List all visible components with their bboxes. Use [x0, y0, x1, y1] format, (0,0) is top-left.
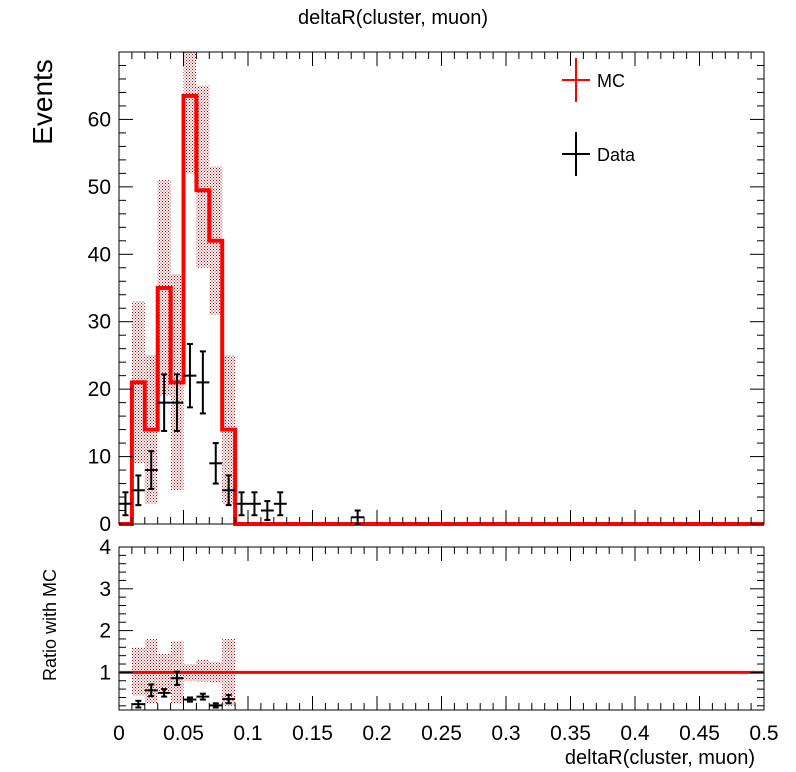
x-tick-label: 0.1 — [233, 722, 262, 745]
main-histogram-panel: 0 10 20 30 40 50 60 Events MC Data — [27, 51, 765, 536]
mc-uncertainty-band — [131, 52, 236, 504]
y-tick-label: 40 — [88, 243, 111, 266]
legend: MC Data — [562, 58, 636, 176]
mc-step-line — [119, 93, 764, 526]
x-tick-label: 0.3 — [491, 722, 520, 745]
ratio-panel: 1 2 3 4 0 0.05 0.1 0.15 0.2 0.25 0.3 0.35 0.4 0.45 0.… — [40, 536, 779, 769]
main-y-axis-label: Events — [27, 59, 58, 145]
ratio-points — [131, 670, 236, 709]
data-points — [119, 342, 365, 525]
x-tick-label: 0.5 — [749, 722, 778, 745]
ratio-y-axis: 1 2 3 4 — [99, 536, 764, 707]
x-tick-label: 0.15 — [292, 722, 333, 745]
ratio-x-axis: 0 0.05 0.1 0.15 0.2 0.25 0.3 0.35 0.4 0.45 0.5 — [113, 547, 779, 745]
x-tick-label: 0.4 — [620, 722, 650, 745]
x-tick-label: 0.25 — [421, 722, 462, 745]
y-tick-label: 0 — [99, 513, 111, 536]
x-tick-label: 0.05 — [163, 722, 204, 745]
main-x-axis — [118, 52, 765, 524]
mc-band-bin — [183, 52, 197, 174]
y-tick-label: 10 — [88, 446, 111, 469]
legend-data-label: Data — [597, 145, 636, 165]
ratio-y-tick-label: 2 — [99, 620, 111, 643]
x-tick-label: 0.35 — [550, 722, 591, 745]
chart-title: deltaR(cluster, muon) — [298, 7, 488, 29]
ratio-y-tick-label: 3 — [99, 578, 111, 601]
ratio-band-bin — [196, 659, 210, 682]
y-tick-label: 60 — [88, 108, 111, 131]
main-y-axis: 0 10 20 30 40 50 60 — [88, 51, 764, 536]
x-tick-label: 0.2 — [362, 722, 391, 745]
mc-histogram — [119, 93, 764, 526]
x-axis-label: deltaR(cluster, muon) — [565, 747, 755, 769]
ratio-plot-frame — [118, 546, 765, 711]
ratio-y-tick-label: 4 — [99, 536, 111, 559]
legend-entry-data: Data — [562, 132, 636, 176]
y-tick-label: 50 — [88, 176, 111, 199]
x-tick-label: 0 — [113, 722, 125, 745]
mc-band-bin — [196, 85, 210, 268]
x-tick-label: 0.45 — [679, 722, 720, 745]
ratio-y-axis-label: Ratio with MC — [40, 569, 60, 681]
y-tick-label: 30 — [88, 311, 111, 334]
y-tick-label: 20 — [88, 378, 111, 401]
legend-mc-label: MC — [597, 71, 625, 91]
ratio-y-tick-label: 1 — [99, 661, 111, 684]
legend-entry-mc: MC — [562, 58, 625, 102]
